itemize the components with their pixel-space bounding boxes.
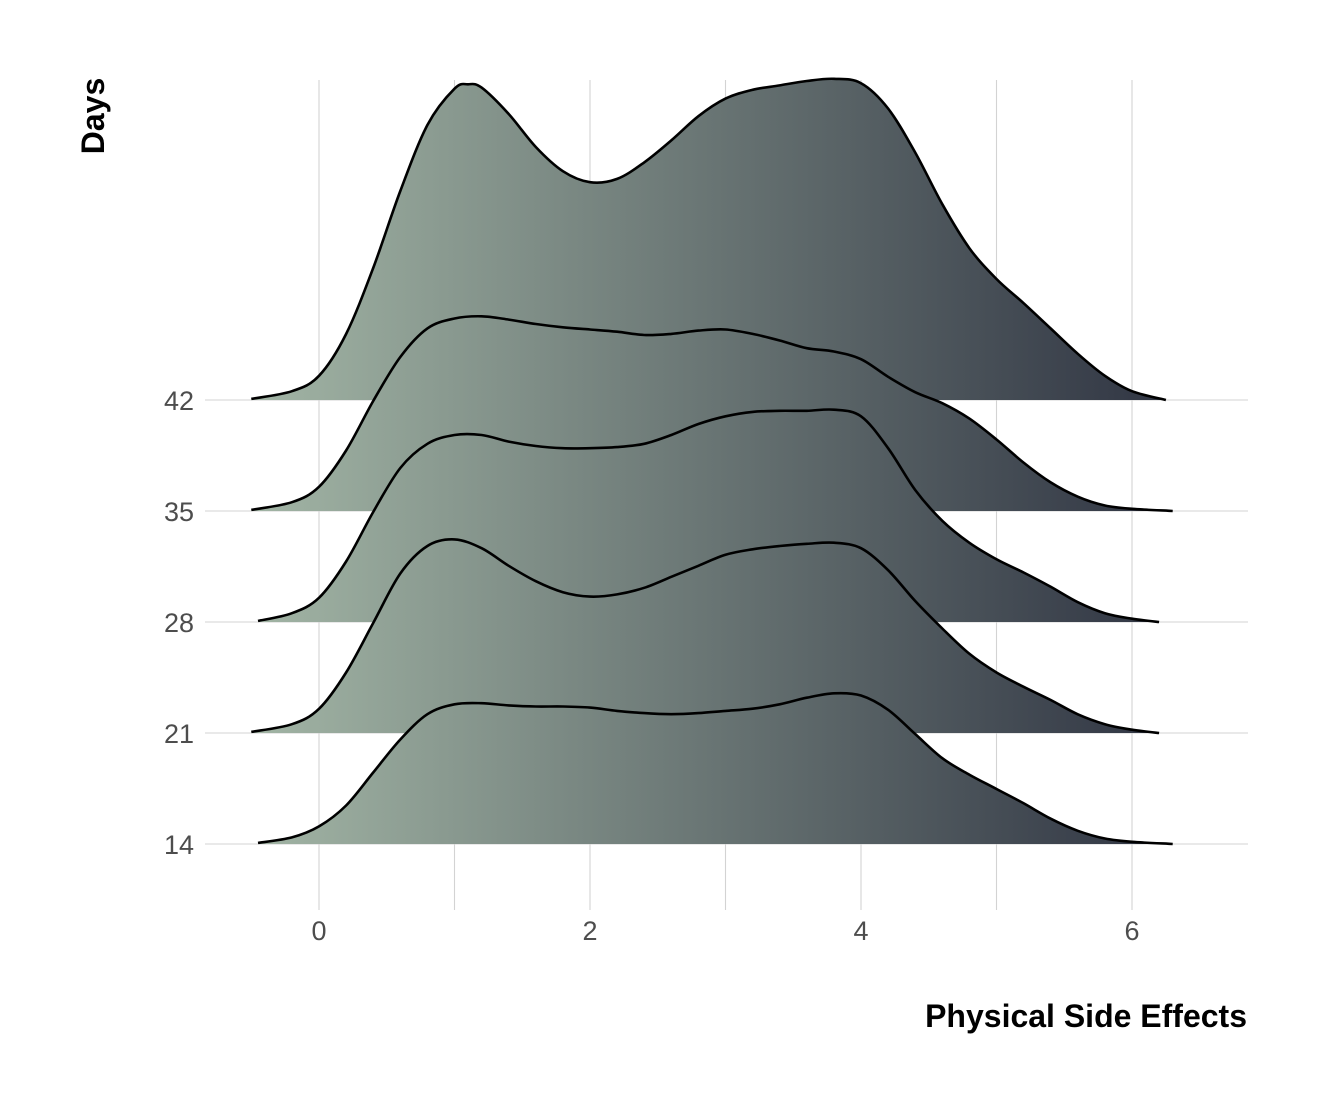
x-tick-label: 6 [1124,916,1139,946]
ridge-fill-21 [251,539,1160,733]
ridge-line-42 [251,77,1167,402]
ridge-line-28 [257,408,1160,624]
x-axis-ticks: 0 2 4 6 [311,916,1139,946]
y-tick-label: 21 [164,719,194,749]
y-axis-title: Days [75,78,111,155]
x-axis-title: Physical Side Effects [925,998,1247,1034]
x-tick-label: 2 [582,916,597,946]
ridge-fill-14 [258,693,1173,844]
ridge-line-35 [251,314,1173,513]
x-tick-label: 4 [853,916,868,946]
y-tick-label: 35 [164,497,194,527]
ridge-14 [257,691,1173,846]
ridge-21 [251,538,1160,735]
y-tick-label: 28 [164,608,194,638]
y-tick-label: 42 [164,386,194,416]
ridges [251,77,1173,846]
x-tick-label: 0 [311,916,326,946]
y-axis-ticks: 14 21 28 35 42 [164,386,194,860]
y-tick-label: 14 [164,830,194,860]
ridge-line-21 [251,538,1160,735]
ridge-line-14 [257,691,1173,846]
